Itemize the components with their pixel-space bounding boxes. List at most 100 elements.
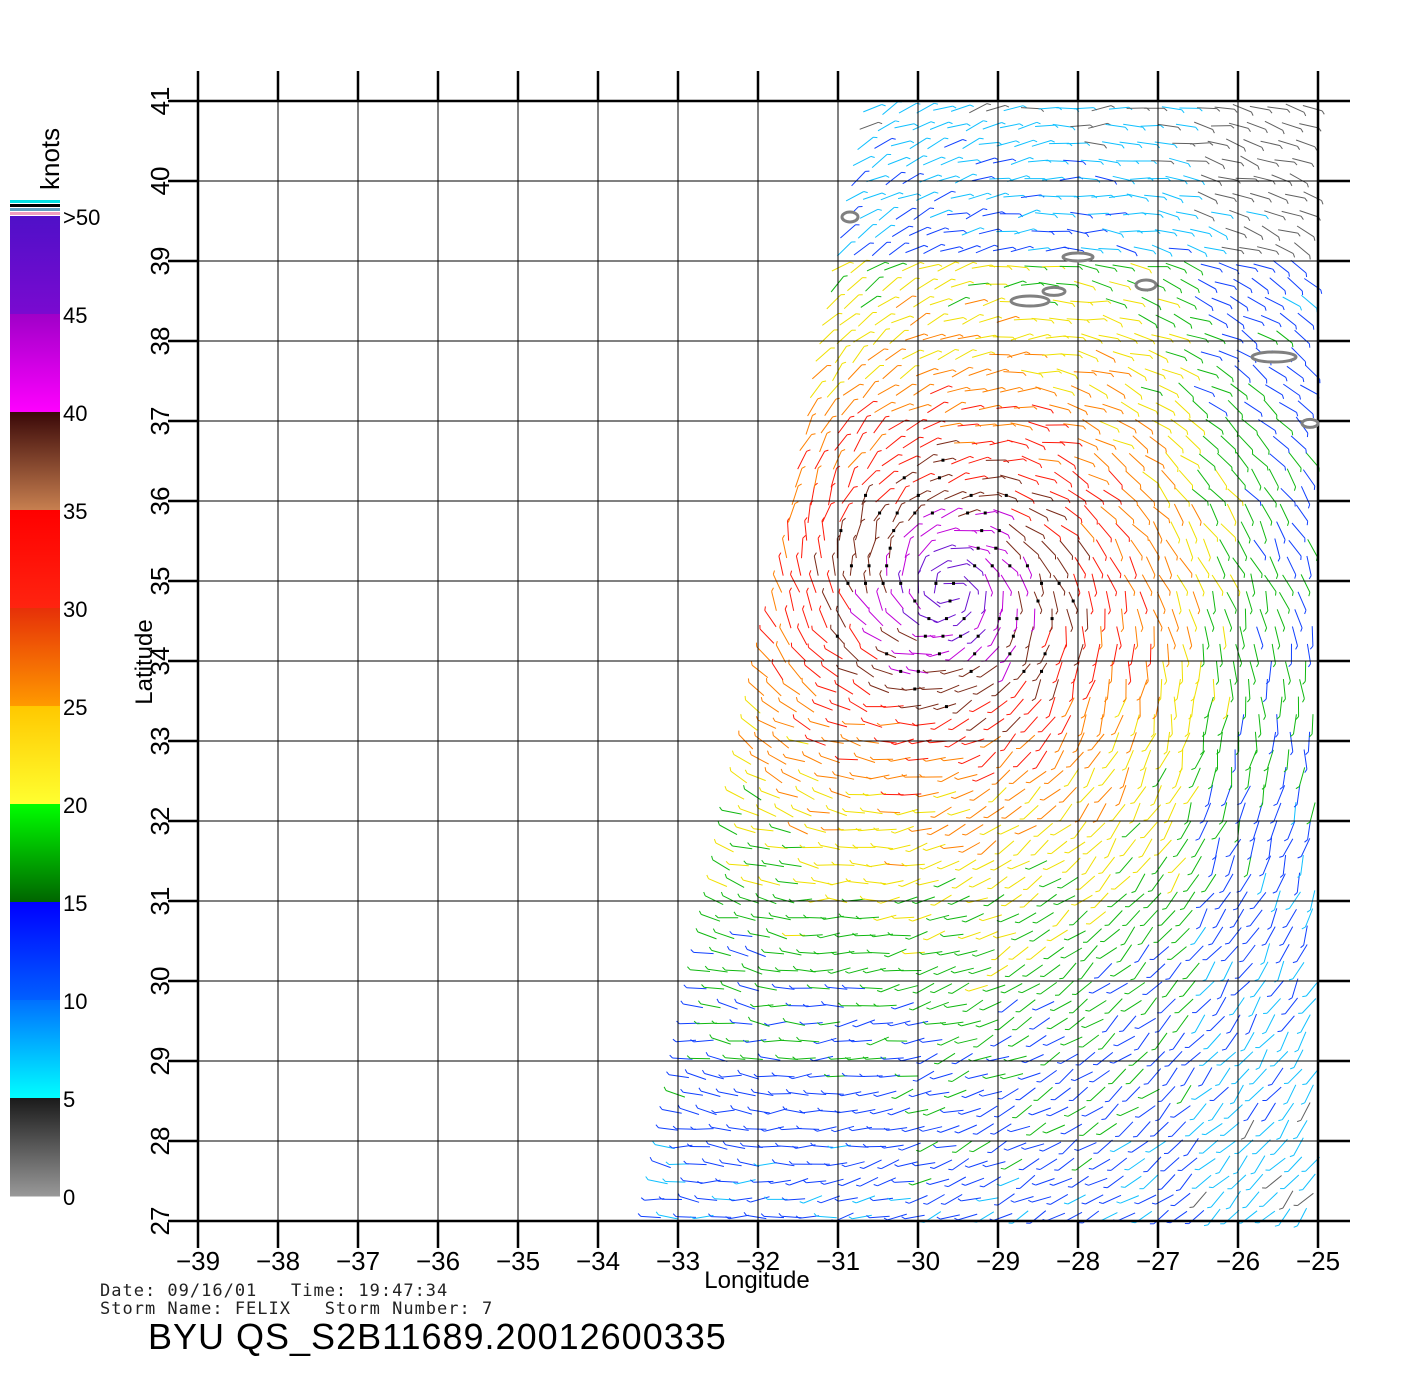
wind-vector-barb	[1081, 873, 1086, 875]
wind-vector-barb	[1250, 1172, 1255, 1175]
wind-vector	[1250, 192, 1270, 200]
wind-vector-barb	[1302, 698, 1305, 703]
wind-vector	[912, 1178, 932, 1186]
wind-vector	[894, 1002, 914, 1010]
wind-vector-barb	[1177, 216, 1181, 221]
wind-vector	[1106, 574, 1118, 593]
wind-vector-barb	[898, 1148, 903, 1151]
wind-vector-barb	[1301, 926, 1306, 930]
wind-vector-barb	[913, 123, 918, 127]
wind-vector-barb	[1049, 698, 1053, 702]
wind-vector	[869, 774, 890, 780]
wind-vector-barb	[799, 844, 804, 848]
wind-vector-barb	[926, 137, 931, 140]
wind-vector-barb	[810, 1142, 814, 1147]
wind-vector-barb	[823, 1073, 828, 1078]
wind-vector	[876, 914, 897, 921]
wind-vector-barb	[944, 401, 949, 404]
wind-vector-barb	[1060, 1043, 1065, 1046]
wind-vector	[1014, 139, 1034, 148]
wind-vector	[1211, 211, 1231, 216]
wind-vector-barb	[972, 693, 977, 695]
wind-vector-barb	[817, 1107, 821, 1112]
wind-vector-barb	[1262, 698, 1267, 703]
wind-vector	[885, 172, 902, 186]
wind-vector-barb	[1243, 874, 1248, 878]
wind-vector	[1092, 556, 1104, 575]
wind-vector	[866, 261, 886, 272]
wind-vector	[972, 701, 991, 713]
wind-vector	[1309, 802, 1316, 823]
wind-vector	[966, 999, 984, 1012]
wind-vector	[883, 705, 904, 708]
wind-vector	[1219, 731, 1223, 752]
wind-vector-barb	[1264, 539, 1267, 544]
wind-vector-barb	[906, 553, 910, 557]
wind-vector	[821, 665, 839, 678]
wind-vector-barb	[768, 823, 772, 828]
wind-vector	[1033, 608, 1036, 629]
wind-vector-barb	[1276, 251, 1280, 255]
wind-vector	[1085, 679, 1096, 699]
wind-vector-barb	[986, 974, 991, 977]
wind-vector	[1091, 280, 1111, 289]
wind-vector-barb	[930, 296, 935, 298]
wind-vector	[1003, 1073, 1024, 1080]
wind-vector-barb	[853, 486, 858, 488]
wind-vector-barb	[1248, 1014, 1253, 1017]
wind-vector-barb	[1230, 698, 1234, 703]
wind-vector	[757, 985, 777, 991]
wind-vector-barb	[778, 1213, 782, 1217]
wind-vector	[1199, 908, 1208, 928]
wind-vector-barb	[885, 175, 890, 178]
wind-vector	[883, 880, 904, 886]
wind-vector	[1111, 452, 1127, 468]
wind-vector	[1253, 175, 1274, 182]
wind-vector	[1112, 439, 1133, 446]
wind-vector	[1004, 983, 1023, 994]
wind-vector-barb	[951, 1062, 956, 1065]
wind-vector	[1249, 557, 1263, 575]
wind-vector	[1288, 891, 1301, 909]
wind-vector	[1299, 210, 1319, 218]
wind-vector	[1144, 733, 1157, 751]
wind-vector-barb	[962, 833, 967, 836]
wind-vector	[1282, 1190, 1294, 1209]
wind-vector	[855, 755, 876, 763]
wind-vector	[859, 1176, 879, 1187]
wind-vector	[1011, 508, 1030, 518]
wind-vector	[835, 683, 854, 695]
wind-vector-barb	[726, 1124, 730, 1128]
wind-vector-barb	[1212, 217, 1215, 222]
wind-vector	[1050, 1193, 1069, 1205]
wind-vector	[937, 877, 956, 888]
wind-vector-barb	[1264, 556, 1267, 561]
wind-vector-barb	[1279, 145, 1283, 150]
wind-vector-barb	[964, 1165, 969, 1168]
wind-vector	[1269, 277, 1286, 291]
wind-vector-barb	[933, 795, 938, 799]
wind-vector	[1151, 160, 1172, 162]
wind-vector	[897, 722, 918, 727]
wind-vector	[1087, 212, 1108, 215]
wind-vector	[843, 646, 859, 662]
wind-vector	[923, 243, 942, 255]
wind-vector-barb	[1286, 109, 1291, 113]
wind-vector	[913, 207, 931, 221]
wind-vector	[890, 592, 904, 610]
wind-vector	[1300, 1014, 1311, 1033]
wind-vector	[1165, 891, 1178, 909]
wind-vector-barb	[1265, 215, 1269, 220]
wind-vector	[1290, 435, 1307, 450]
wind-vector-barb	[1158, 483, 1160, 488]
wind-vector-barb	[804, 734, 808, 739]
wind-vector-barb	[859, 807, 864, 812]
wind-vector	[853, 433, 864, 452]
wind-vector	[847, 468, 856, 488]
wind-vector	[726, 789, 745, 800]
wind-vector-barb	[1215, 681, 1220, 685]
wind-vector	[1124, 383, 1142, 397]
rain-flag	[969, 669, 973, 673]
wind-vector	[1163, 820, 1173, 840]
wind-vector-barb	[1191, 1098, 1196, 1100]
